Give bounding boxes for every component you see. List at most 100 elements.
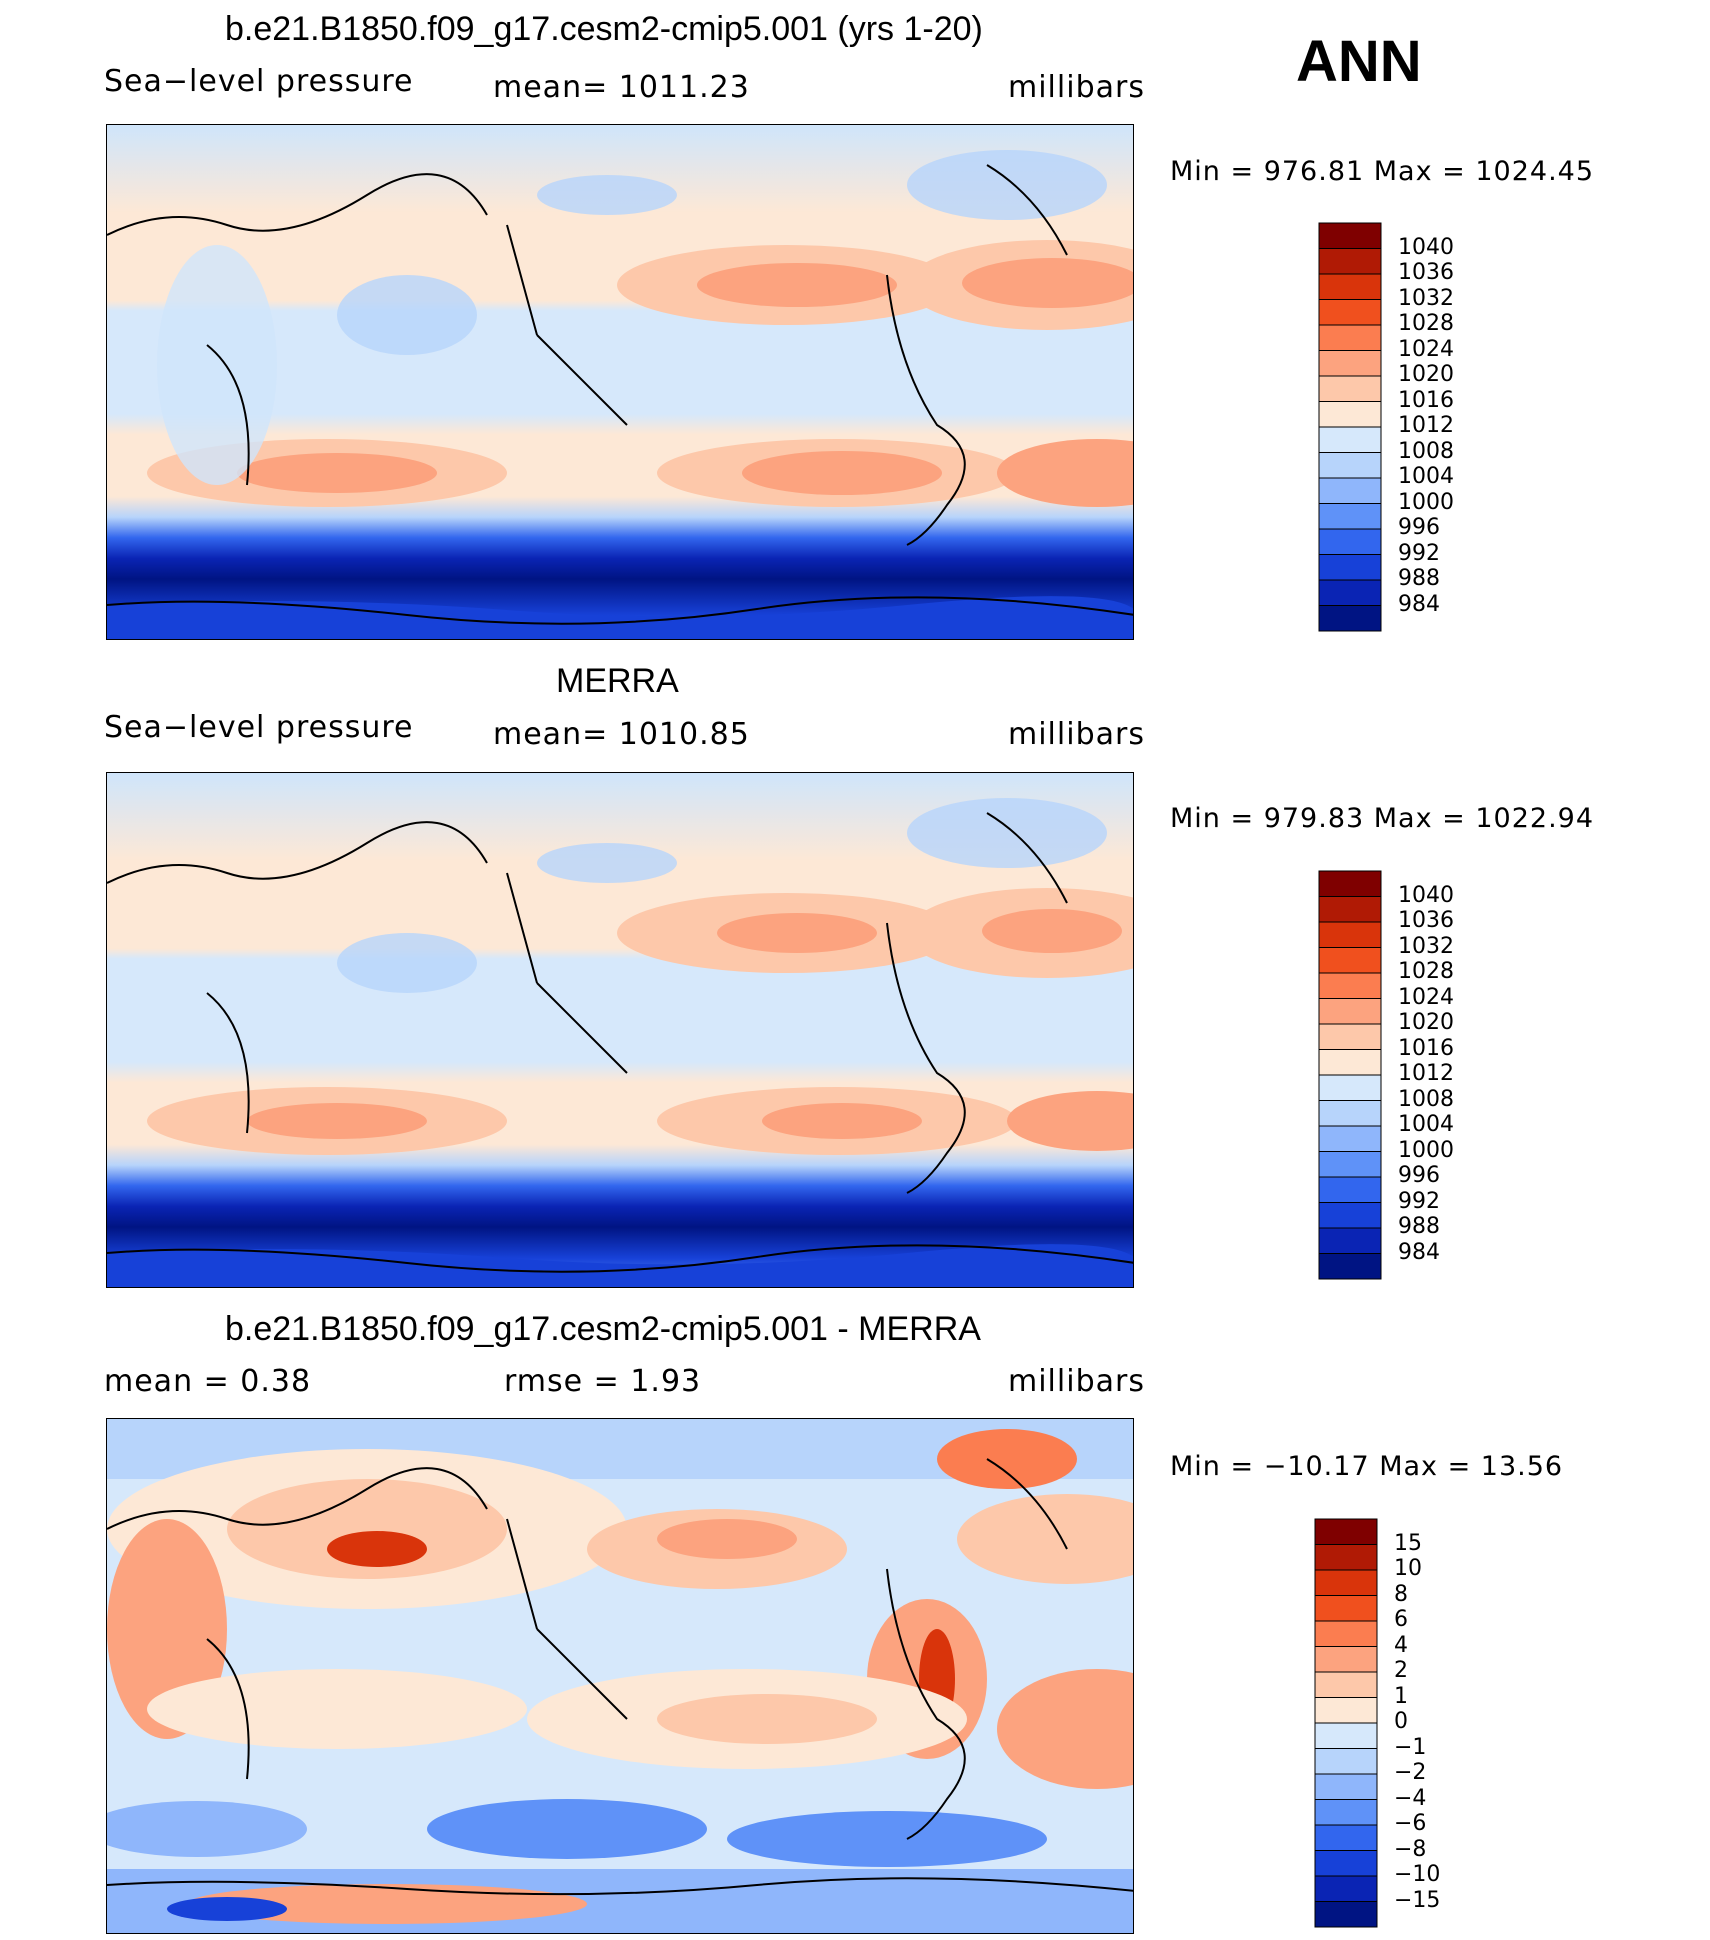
colorbar-tick-label: 2 bbox=[1394, 1658, 1408, 1683]
colorbar-tick-label: −8 bbox=[1394, 1836, 1427, 1862]
colorbar-tick-label: 4 bbox=[1394, 1632, 1408, 1658]
colorbar-swatch bbox=[1318, 579, 1382, 606]
colorbar-swatch bbox=[1318, 896, 1382, 923]
colorbar-swatch bbox=[1318, 1023, 1382, 1050]
colorbar-swatch bbox=[1318, 1202, 1382, 1229]
colorbar-swatch bbox=[1318, 299, 1382, 326]
colorbar-swatch bbox=[1314, 1697, 1378, 1724]
colorbar-tick-label: 1040 bbox=[1398, 882, 1454, 908]
colorbar-tick-label: 1028 bbox=[1398, 311, 1454, 336]
colorbar-swatch bbox=[1318, 503, 1382, 530]
colorbar-tick-label: 1032 bbox=[1398, 933, 1454, 959]
colorbar-tick-label: 6 bbox=[1394, 1607, 1408, 1632]
colorbar-tick-label: 1012 bbox=[1398, 413, 1454, 438]
colorbar-swatch bbox=[1318, 324, 1382, 351]
panel3-rmse-label: rmse = 1.93 bbox=[504, 1364, 702, 1399]
colorbar-tick-label: 1024 bbox=[1398, 984, 1454, 1010]
colorbar-swatch bbox=[1314, 1569, 1378, 1596]
colorbar-tick-label: 984 bbox=[1398, 591, 1440, 617]
panel2-map-field bbox=[107, 773, 1133, 1287]
colorbar-swatch bbox=[1314, 1748, 1378, 1775]
colorbar-swatch bbox=[1318, 972, 1382, 999]
panel1-units-label: millibars bbox=[1008, 70, 1145, 105]
panel1-min-max: Min = 976.81 Max = 1024.45 bbox=[1170, 156, 1595, 187]
colorbar-swatch bbox=[1318, 605, 1382, 632]
colorbar-swatch bbox=[1314, 1824, 1378, 1851]
colorbar-tick-label: 1036 bbox=[1398, 908, 1454, 933]
colorbar-swatch bbox=[1318, 1125, 1382, 1152]
colorbar-tick-label: −2 bbox=[1394, 1760, 1427, 1785]
colorbar-tick-label: 1000 bbox=[1398, 489, 1454, 515]
colorbar-tick-label: 1028 bbox=[1398, 959, 1454, 984]
colorbar-swatch bbox=[1318, 998, 1382, 1025]
panel2-mean-label: mean= 1010.85 bbox=[493, 717, 750, 752]
panel1-title: b.e21.B1850.f09_g17.cesm2-cmip5.001 (yrs… bbox=[225, 10, 983, 48]
colorbar-swatch bbox=[1318, 477, 1382, 504]
colorbar-tick-label: 1004 bbox=[1398, 1112, 1454, 1137]
panel3-map bbox=[106, 1418, 1134, 1934]
colorbar-swatch bbox=[1318, 1049, 1382, 1076]
colorbar-tick-label: 1040 bbox=[1398, 234, 1454, 260]
colorbar-tick-label: −15 bbox=[1394, 1887, 1441, 1913]
colorbar-tick-label: 15 bbox=[1394, 1530, 1422, 1556]
colorbar-swatch bbox=[1318, 554, 1382, 581]
colorbar-swatch bbox=[1314, 1901, 1378, 1928]
colorbar-swatch bbox=[1318, 248, 1382, 275]
colorbar-tick-label: 1004 bbox=[1398, 464, 1454, 489]
colorbar-tick-label: 1024 bbox=[1398, 336, 1454, 362]
colorbar-swatch bbox=[1318, 273, 1382, 300]
colorbar-swatch bbox=[1318, 452, 1382, 479]
panel1-colorbar bbox=[1318, 222, 1382, 632]
colorbar-tick-label: 988 bbox=[1398, 1214, 1440, 1239]
colorbar-swatch bbox=[1318, 1074, 1382, 1101]
colorbar-swatch bbox=[1314, 1722, 1378, 1749]
colorbar-tick-label: 1000 bbox=[1398, 1137, 1454, 1163]
panel2-colorbar bbox=[1318, 870, 1382, 1280]
panel3-mean-label: mean = 0.38 bbox=[104, 1364, 312, 1399]
colorbar-swatch bbox=[1318, 401, 1382, 428]
colorbar-tick-label: 10 bbox=[1394, 1556, 1422, 1581]
panel2-title: MERRA bbox=[556, 662, 679, 700]
colorbar-tick-label: 1008 bbox=[1398, 438, 1454, 464]
colorbar-tick-label: −1 bbox=[1394, 1734, 1427, 1760]
colorbar-tick-label: 1008 bbox=[1398, 1086, 1454, 1112]
colorbar-swatch bbox=[1314, 1595, 1378, 1622]
colorbar-tick-label: 992 bbox=[1398, 1188, 1440, 1214]
colorbar-swatch bbox=[1318, 528, 1382, 555]
colorbar-swatch bbox=[1314, 1799, 1378, 1826]
panel2-map bbox=[106, 772, 1134, 1288]
colorbar-tick-label: 1016 bbox=[1398, 387, 1454, 413]
colorbar-swatch bbox=[1314, 1671, 1378, 1698]
panel2-variable-label: Sea−level pressure bbox=[104, 710, 414, 745]
colorbar-swatch bbox=[1318, 921, 1382, 948]
colorbar-swatch bbox=[1318, 947, 1382, 974]
colorbar-tick-label: 996 bbox=[1398, 1163, 1440, 1188]
colorbar-swatch bbox=[1314, 1518, 1378, 1545]
colorbar-swatch bbox=[1314, 1620, 1378, 1647]
colorbar-tick-label: 984 bbox=[1398, 1239, 1440, 1265]
colorbar-swatch bbox=[1318, 1176, 1382, 1203]
panel3-min-max: Min = −10.17 Max = 13.56 bbox=[1170, 1451, 1564, 1482]
colorbar-tick-label: 1032 bbox=[1398, 285, 1454, 311]
colorbar-tick-label: 992 bbox=[1398, 540, 1440, 566]
panel1-map bbox=[106, 124, 1134, 640]
panel3-units-label: millibars bbox=[1008, 1364, 1145, 1399]
colorbar-swatch bbox=[1318, 375, 1382, 402]
colorbar-tick-label: −6 bbox=[1394, 1811, 1427, 1836]
colorbar-swatch bbox=[1318, 1253, 1382, 1280]
panel2-units-label: millibars bbox=[1008, 717, 1145, 752]
colorbar-tick-label: 1016 bbox=[1398, 1035, 1454, 1061]
panel1-variable-label: Sea−level pressure bbox=[104, 64, 414, 99]
panel3-colorbar bbox=[1314, 1518, 1378, 1928]
colorbar-swatch bbox=[1318, 870, 1382, 897]
colorbar-swatch bbox=[1318, 1100, 1382, 1127]
colorbar-swatch bbox=[1314, 1544, 1378, 1571]
colorbar-tick-label: 1020 bbox=[1398, 1010, 1454, 1035]
panel3-title: b.e21.B1850.f09_g17.cesm2-cmip5.001 - ME… bbox=[225, 1310, 981, 1348]
colorbar-tick-label: 1020 bbox=[1398, 362, 1454, 387]
colorbar-swatch bbox=[1318, 1151, 1382, 1178]
colorbar-tick-label: 988 bbox=[1398, 566, 1440, 591]
colorbar-tick-label: −10 bbox=[1394, 1862, 1441, 1887]
colorbar-tick-label: 1 bbox=[1394, 1683, 1408, 1709]
panel1-map-field bbox=[107, 125, 1133, 639]
